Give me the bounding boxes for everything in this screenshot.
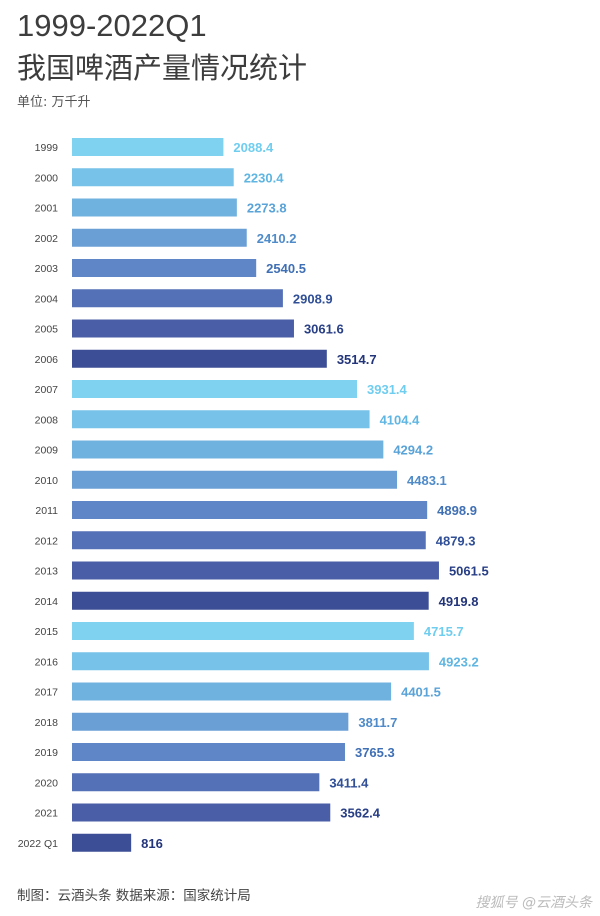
bar [72, 743, 345, 761]
category-label: 2015 [35, 626, 59, 638]
value-label: 3765.3 [355, 745, 395, 760]
bar-chart: 1999 2088.4 2000 2230.4 2001 2273.8 2002 2410.2… [18, 138, 489, 852]
bar [72, 682, 392, 701]
bar [72, 410, 370, 429]
category-label: 2009 [35, 445, 59, 457]
chart-title-line1: 1999-2022Q1 [17, 8, 207, 43]
category-label: 2019 [35, 747, 59, 759]
category-label: 2004 [35, 293, 59, 305]
chart-title-line2: 我国啤酒产量情况统计 [17, 51, 308, 85]
value-label: 4898.9 [437, 503, 477, 518]
category-label: 2014 [35, 596, 59, 608]
bar [72, 501, 428, 519]
value-label: 3931.4 [367, 382, 408, 397]
value-label: 3811.7 [358, 715, 397, 730]
bar [72, 773, 320, 792]
category-label: 2010 [35, 475, 59, 487]
bar [72, 289, 283, 308]
category-label: 2020 [35, 777, 59, 789]
value-label: 5061.5 [449, 564, 489, 579]
category-label: 2008 [35, 414, 59, 426]
value-label: 4923.2 [439, 654, 479, 669]
value-label: 4104.4 [380, 412, 421, 427]
value-label: 2273.8 [247, 201, 287, 216]
value-label: 4294.2 [393, 443, 433, 458]
bar [72, 440, 384, 459]
value-label: 4919.8 [439, 594, 479, 609]
bar [72, 349, 327, 368]
watermark: 搜狐号 @云酒头条 [475, 895, 592, 911]
value-label: 2230.4 [244, 170, 285, 185]
bar [72, 531, 426, 550]
bar [72, 168, 234, 187]
category-label: 2007 [35, 384, 59, 396]
bar [72, 622, 414, 640]
value-label: 2908.9 [293, 291, 333, 306]
category-label: 2021 [35, 808, 59, 820]
bar [72, 380, 358, 398]
bar [72, 712, 349, 731]
bar [72, 803, 331, 822]
category-label: 2000 [35, 172, 59, 184]
bar [72, 470, 398, 489]
value-label: 2088.4 [233, 140, 274, 155]
bar [72, 138, 224, 156]
bar [72, 198, 237, 217]
bar [72, 561, 439, 580]
value-label: 4715.7 [424, 624, 464, 639]
value-label: 3061.6 [304, 322, 344, 337]
category-label: 2003 [35, 263, 59, 275]
bar [72, 319, 294, 338]
value-label: 4483.1 [407, 473, 447, 488]
value-label: 4401.5 [401, 685, 441, 700]
bar [72, 833, 132, 852]
value-label: 816 [141, 836, 163, 851]
bar [72, 652, 429, 671]
category-label: 2002 [35, 233, 59, 245]
category-label: 2011 [35, 505, 58, 517]
category-label: 2013 [35, 566, 59, 578]
category-label: 2018 [35, 717, 59, 729]
category-label: 2001 [35, 203, 59, 215]
category-label: 2022 Q1 [18, 838, 58, 850]
bar [72, 228, 247, 247]
category-label: 2012 [35, 535, 59, 547]
source-note: 制图：云酒头条 数据来源：国家统计局 [17, 888, 251, 904]
value-label: 4879.3 [436, 533, 476, 548]
category-label: 2005 [35, 324, 59, 336]
value-label: 3411.4 [329, 775, 369, 790]
value-label: 2540.5 [266, 261, 306, 276]
category-label: 2017 [35, 687, 59, 699]
category-label: 1999 [35, 142, 59, 154]
value-label: 3562.4 [340, 806, 381, 821]
value-label: 3514.7 [337, 352, 377, 367]
bar [72, 259, 257, 277]
unit-label: 单位: 万千升 [17, 95, 91, 110]
category-label: 2006 [35, 354, 59, 366]
value-label: 2410.2 [257, 231, 297, 246]
category-label: 2016 [35, 656, 59, 668]
bar [72, 591, 429, 610]
